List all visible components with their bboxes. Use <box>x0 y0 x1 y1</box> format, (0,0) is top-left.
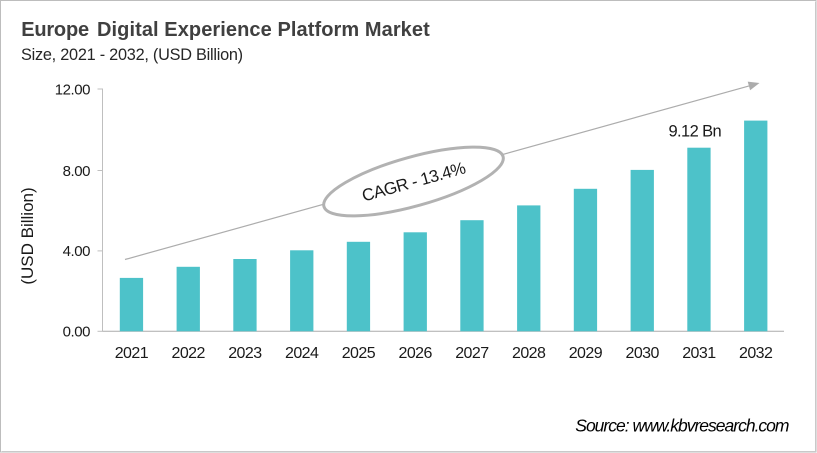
svg-text:2031: 2031 <box>682 345 716 362</box>
svg-text:2023: 2023 <box>228 345 262 362</box>
svg-text:4.00: 4.00 <box>63 243 91 260</box>
svg-text:2026: 2026 <box>398 345 432 362</box>
svg-text:2024: 2024 <box>285 345 319 362</box>
svg-text:2025: 2025 <box>342 345 376 362</box>
svg-text:2028: 2028 <box>512 345 546 362</box>
svg-text:2030: 2030 <box>625 345 659 362</box>
svg-text:8.00: 8.00 <box>63 163 91 180</box>
svg-text:Source: www.kbvresearch.com: Source: www.kbvresearch.com <box>575 415 789 435</box>
svg-text:Digital Experience Platform Ma: Digital Experience Platform Market <box>97 19 430 41</box>
svg-text:12.00: 12.00 <box>55 81 90 98</box>
svg-text:9.12 Bn: 9.12 Bn <box>668 122 721 140</box>
svg-text:2022: 2022 <box>171 345 205 362</box>
svg-text:2032: 2032 <box>739 345 773 362</box>
svg-text:2029: 2029 <box>569 345 603 362</box>
svg-text:(USD Billion): (USD Billion) <box>18 187 37 284</box>
svg-text:Europe: Europe <box>21 19 89 41</box>
svg-text:0.00: 0.00 <box>63 324 91 341</box>
svg-text:2021: 2021 <box>115 345 149 362</box>
svg-text:Size, 2021 - 2032, (USD Billio: Size, 2021 - 2032, (USD Billion) <box>21 46 243 64</box>
svg-text:2027: 2027 <box>455 345 489 362</box>
